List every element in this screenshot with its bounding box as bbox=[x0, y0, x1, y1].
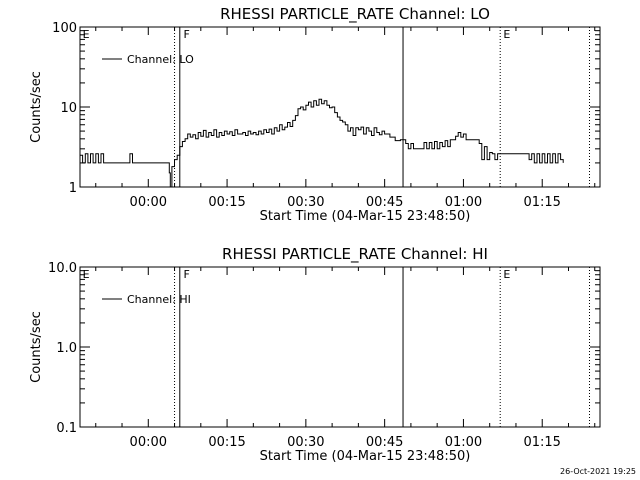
legend-label: Channel: HI bbox=[127, 293, 191, 306]
x-tick-label: 01:15 bbox=[523, 195, 560, 210]
y-tick-label: 1 bbox=[69, 181, 77, 196]
x-tick-label: 00:00 bbox=[130, 435, 167, 450]
x-tick-label: 01:15 bbox=[523, 435, 560, 450]
series-line bbox=[80, 98, 564, 188]
chart-title: RHESSI PARTICLE_RATE Channel: HI bbox=[222, 245, 488, 264]
footer-timestamp: 26-Oct-2021 19:25 bbox=[560, 467, 636, 476]
y-tick-label: 10.0 bbox=[48, 261, 77, 276]
event-marker: E bbox=[503, 268, 510, 281]
y-axis-label: Counts/sec bbox=[29, 71, 44, 143]
x-tick-label: 00:45 bbox=[366, 435, 403, 450]
y-tick-label: 0.1 bbox=[56, 421, 77, 436]
panel-lo: RHESSI PARTICLE_RATE Channel: LO Counts/s… bbox=[29, 5, 601, 224]
x-tick-label: 00:45 bbox=[366, 195, 403, 210]
x-tick-label: 00:30 bbox=[287, 195, 324, 210]
x-tick-label: 00:00 bbox=[130, 195, 167, 210]
panel-hi: RHESSI PARTICLE_RATE Channel: HI Counts/s… bbox=[29, 245, 601, 464]
y-tick-label: 10 bbox=[60, 101, 77, 116]
event-marker: E bbox=[83, 268, 90, 281]
y-axis-label: Counts/sec bbox=[29, 311, 44, 383]
event-marker: E bbox=[83, 28, 90, 41]
legend-label: Channel: LO bbox=[127, 53, 194, 66]
chart-title: RHESSI PARTICLE_RATE Channel: LO bbox=[220, 5, 490, 24]
y-tick-label: 100 bbox=[52, 21, 77, 36]
x-tick-label: 01:00 bbox=[445, 435, 482, 450]
event-marker: E bbox=[503, 28, 510, 41]
x-tick-label: 00:15 bbox=[208, 195, 245, 210]
x-tick-label: 01:00 bbox=[445, 195, 482, 210]
x-axis-label: Start Time (04-Mar-15 23:48:50) bbox=[260, 449, 471, 464]
x-tick-label: 00:30 bbox=[287, 435, 324, 450]
x-tick-label: 00:15 bbox=[208, 435, 245, 450]
plot-frame bbox=[79, 266, 601, 428]
x-axis-label: Start Time (04-Mar-15 23:48:50) bbox=[260, 209, 471, 224]
y-tick-label: 1.0 bbox=[56, 341, 77, 356]
event-marker: F bbox=[183, 28, 189, 41]
event-marker: F bbox=[183, 268, 189, 281]
